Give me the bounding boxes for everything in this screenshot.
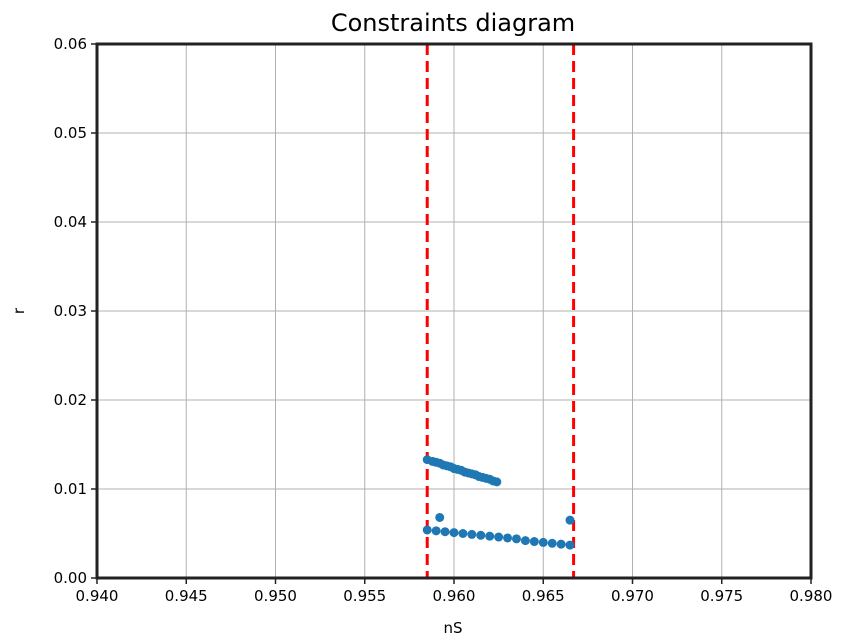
scatter-point bbox=[485, 531, 495, 541]
y-tick-label: 0.01 bbox=[54, 480, 87, 498]
x-tick-label: 0.950 bbox=[254, 587, 297, 605]
x-tick-label: 0.980 bbox=[790, 587, 833, 605]
y-tick-label: 0.03 bbox=[54, 302, 87, 320]
x-tick-label: 0.965 bbox=[522, 587, 565, 605]
y-tick-label: 0.02 bbox=[54, 391, 87, 409]
scatter-point bbox=[458, 529, 468, 538]
scatter-point bbox=[492, 477, 502, 487]
x-tick-label: 0.975 bbox=[700, 587, 743, 605]
scatter-point bbox=[511, 534, 521, 544]
grid bbox=[96, 43, 812, 579]
scatter-point bbox=[565, 540, 575, 550]
scatter-point bbox=[556, 539, 566, 549]
scatter-point bbox=[503, 533, 513, 543]
scatter-point bbox=[431, 526, 441, 536]
x-tick-label: 0.955 bbox=[343, 587, 386, 605]
scatter-point bbox=[494, 532, 504, 542]
y-tick-label: 0.06 bbox=[54, 35, 87, 53]
x-axis-label: nS bbox=[443, 619, 462, 637]
scatter-point bbox=[547, 538, 557, 548]
y-axis-label: r bbox=[10, 307, 28, 314]
y-tick-label: 0.05 bbox=[54, 124, 87, 142]
scatter-point bbox=[520, 536, 530, 546]
x-tick-label: 0.940 bbox=[76, 587, 119, 605]
x-tick-label: 0.960 bbox=[433, 587, 476, 605]
scatter-point bbox=[435, 512, 445, 522]
scatter-point bbox=[467, 529, 477, 539]
scatter-point bbox=[449, 528, 459, 538]
y-tick-label: 0.04 bbox=[54, 213, 87, 231]
scatter-point bbox=[476, 530, 486, 540]
scatter-point bbox=[538, 537, 548, 547]
axis-ticks: 0.940 0.945 0.950 0.955 0.960 0.965 0.970 0.975… bbox=[54, 35, 833, 605]
scatter-point bbox=[565, 515, 575, 525]
constraint-lines bbox=[425, 44, 576, 578]
scatter-point bbox=[440, 527, 450, 537]
x-tick-label: 0.945 bbox=[165, 587, 208, 605]
y-tick-label: 0.00 bbox=[54, 569, 87, 587]
chart-title: Constraints diagram bbox=[331, 9, 575, 37]
scatter-point bbox=[529, 537, 539, 547]
x-tick-label: 0.970 bbox=[611, 587, 654, 605]
scatter-point bbox=[422, 525, 432, 535]
data-points bbox=[422, 455, 575, 550]
